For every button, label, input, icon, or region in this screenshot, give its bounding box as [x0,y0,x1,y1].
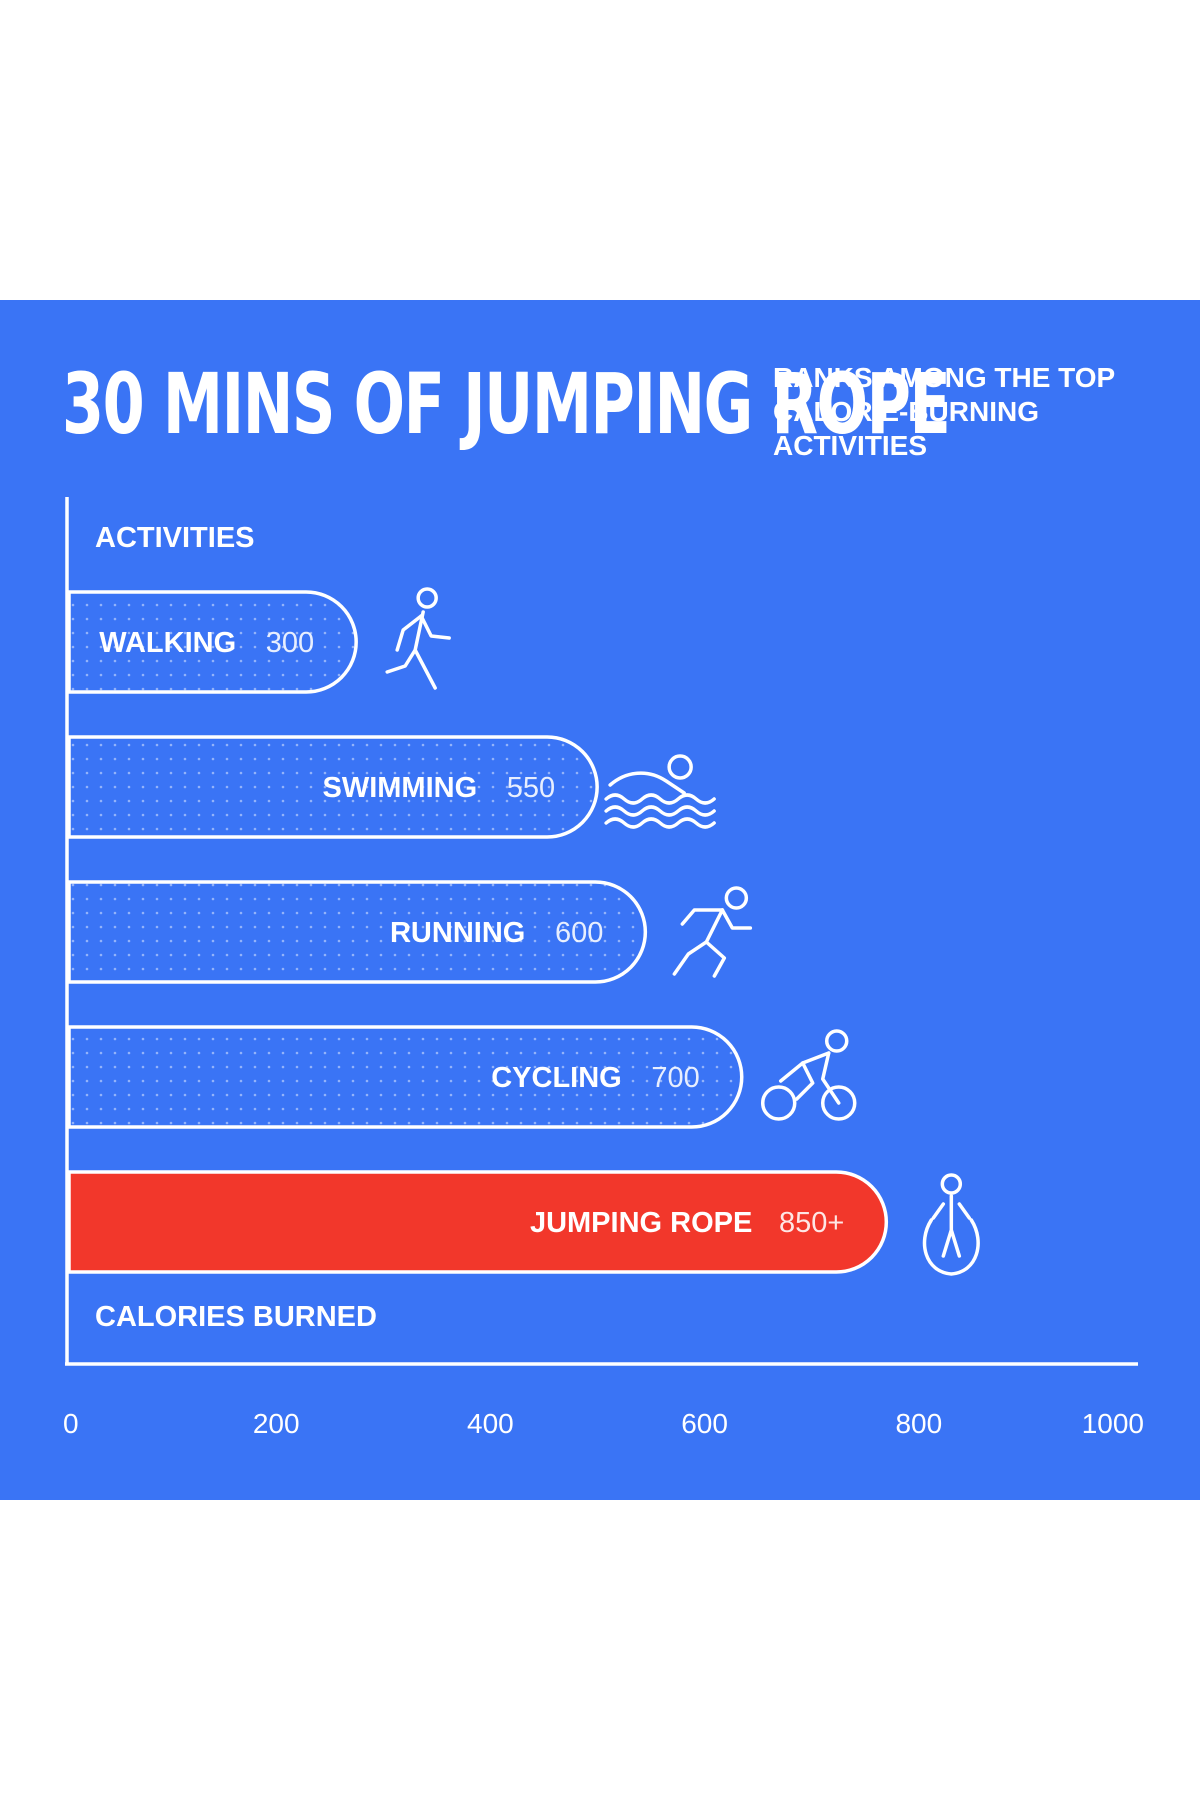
bar-category-label: RUNNING [390,917,525,949]
bar-value-label: 850+ [779,1207,844,1239]
bar-swimming: 550 SWIMMING [67,735,599,839]
bar-cycling: 700 CYCLING [67,1025,744,1129]
x-tick-label: 1000 [1082,1408,1144,1439]
bar-jumping-rope: 850+ JUMPING ROPE [67,1170,888,1274]
jump-rope-icon [922,1173,980,1276]
x-tick-label: 800 [895,1408,942,1439]
bar-category-label: WALKING [99,627,236,659]
bar-shape [67,1025,744,1129]
y-axis-label: ACTIVITIES [95,522,255,554]
bar-category-label: JUMPING ROPE [530,1207,752,1239]
bar-value-label: 550 [507,772,555,804]
bar-shape [67,735,599,839]
bar-value-label: 700 [651,1062,699,1094]
running-icon [672,886,753,978]
bar-shape [67,1170,888,1274]
cycling-icon [760,1029,857,1121]
bar-category-label: CYCLING [491,1062,622,1094]
bar-value-label: 600 [555,917,603,949]
bar-walking: 300 WALKING [67,590,358,694]
chart-subtitle: RANKS AMONG THE TOP CALORIE-BURNING ACTI… [773,362,1115,461]
walking-icon [385,587,451,690]
x-tick-label: 600 [681,1408,728,1439]
x-axis-label: CALORIES BURNED [95,1301,377,1333]
chart-title: 30 MINS OF JUMPING ROPE [62,355,951,453]
swimming-icon [604,754,716,829]
bar-shape [67,590,358,694]
bar-value-label: 300 [266,627,314,659]
bar-shape [67,880,648,984]
x-tick-label: 200 [253,1408,300,1439]
bar-category-label: SWIMMING [322,772,477,804]
x-tick-label: 0 [63,1408,79,1439]
bar-running: 600 RUNNING [67,880,648,984]
x-tick-label: 400 [467,1408,514,1439]
